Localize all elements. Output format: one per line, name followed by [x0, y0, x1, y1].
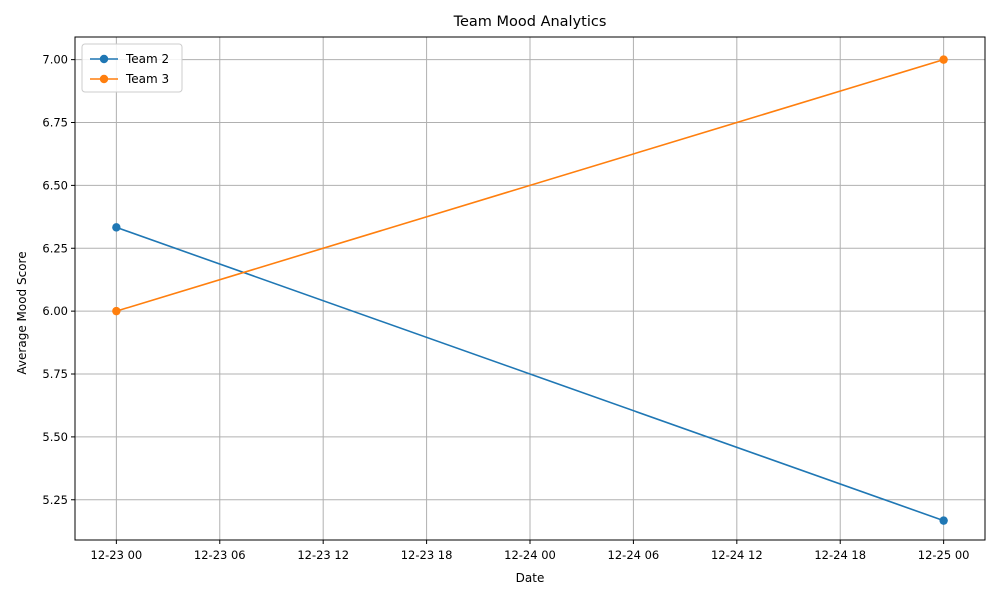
- series-2: [112, 55, 948, 316]
- series-line: [116, 226, 944, 522]
- chart-title: Team Mood Analytics: [453, 14, 607, 30]
- series-layer: [112, 55, 948, 525]
- data-point: [939, 55, 948, 64]
- x-tick-label: 12-24 06: [608, 548, 660, 562]
- x-tick-label: 12-24 12: [711, 548, 763, 562]
- y-tick-label: 6.75: [42, 116, 68, 130]
- y-tick-label: 6.50: [42, 178, 68, 192]
- y-tick-label: 7.00: [42, 53, 68, 67]
- series-1: [112, 223, 948, 525]
- series-line: [116, 58, 944, 312]
- legend-marker: [99, 54, 109, 64]
- data-point: [112, 223, 121, 232]
- y-tick-label: 6.00: [42, 304, 68, 318]
- x-tick-label: 12-25 00: [918, 548, 970, 562]
- y-tick-label: 5.25: [42, 493, 68, 507]
- data-point: [939, 516, 948, 525]
- x-tick-label: 12-23 18: [401, 548, 453, 562]
- x-tick-label: 12-23 12: [297, 548, 349, 562]
- legend-label: Team 3: [125, 72, 169, 86]
- x-tick-label: 12-23 06: [194, 548, 246, 562]
- y-axis-label: Average Mood Score: [15, 251, 29, 374]
- legend-marker: [99, 74, 109, 84]
- legend-label: Team 2: [125, 52, 169, 66]
- y-axis-ticks: 5.25 5.50 5.75 6.00 6.25 6.50 6.75 7.00: [42, 53, 75, 507]
- x-tick-label: 12-24 18: [814, 548, 866, 562]
- data-point: [112, 306, 121, 316]
- legend-item: Team 2: [90, 52, 169, 66]
- x-axis-ticks: 12-23 00 12-23 06 12-23 12 12-23 18 12-24 00…: [91, 540, 970, 562]
- x-axis-label: Date: [516, 571, 545, 585]
- x-tick-label: 12-24 00: [504, 548, 556, 562]
- x-tick-label: 12-23 00: [91, 548, 143, 562]
- y-tick-label: 6.25: [42, 241, 68, 255]
- legend: Team 2 Team 3: [81, 43, 183, 93]
- y-tick-label: 5.75: [42, 367, 68, 381]
- grid: [75, 37, 985, 540]
- legend-item: Team 3: [90, 72, 169, 86]
- y-tick-label: 5.50: [42, 430, 68, 444]
